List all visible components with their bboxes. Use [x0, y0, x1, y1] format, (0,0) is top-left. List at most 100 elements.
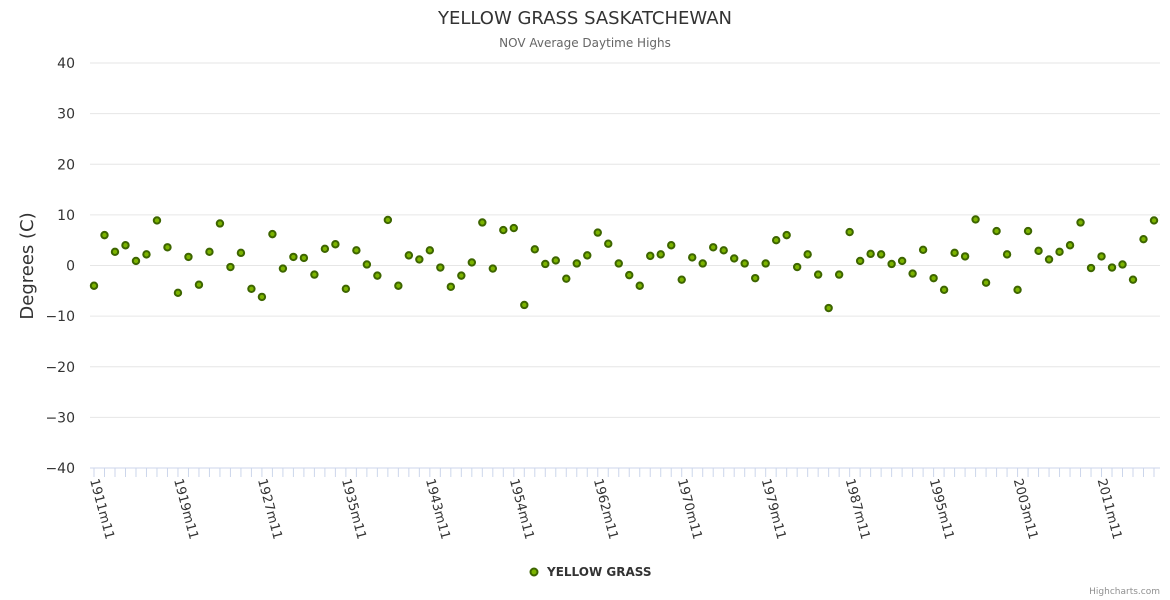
data-point[interactable] [971, 215, 980, 224]
data-point[interactable] [792, 262, 802, 272]
data-point[interactable] [614, 259, 623, 268]
data-point[interactable] [499, 225, 508, 235]
data-point[interactable] [488, 264, 498, 273]
data-point[interactable] [320, 244, 330, 253]
data-point[interactable] [646, 251, 655, 261]
data-point[interactable] [173, 288, 183, 298]
data-point[interactable] [939, 285, 949, 294]
data-point[interactable] [310, 270, 319, 279]
data-point[interactable] [803, 250, 812, 259]
data-point[interactable] [268, 229, 277, 239]
data-point[interactable] [656, 250, 665, 259]
legend-label[interactable]: YELLOW GRASS [546, 565, 652, 579]
data-point[interactable] [572, 259, 581, 268]
data-point[interactable] [1128, 275, 1138, 284]
data-point[interactable] [404, 251, 414, 260]
data-point[interactable] [1002, 250, 1012, 259]
data-point[interactable] [1034, 246, 1043, 256]
legend-marker[interactable] [529, 567, 539, 577]
data-point[interactable] [551, 256, 560, 265]
data-point[interactable] [446, 282, 456, 291]
data-point[interactable] [719, 246, 728, 255]
data-point[interactable] [226, 262, 235, 272]
data-point[interactable] [1055, 247, 1064, 257]
data-point[interactable] [709, 243, 718, 252]
data-point[interactable] [918, 245, 928, 255]
data-point[interactable] [761, 259, 770, 268]
data-point[interactable] [1065, 241, 1075, 250]
data-point[interactable] [625, 270, 634, 280]
data-point[interactable] [289, 252, 298, 262]
data-point[interactable] [436, 263, 445, 272]
data-point[interactable] [750, 273, 760, 283]
series-yellow-grass[interactable] [89, 215, 1159, 313]
data-point[interactable] [604, 239, 613, 248]
data-point[interactable] [152, 216, 162, 225]
data-point[interactable] [1023, 226, 1033, 236]
data-point[interactable] [100, 230, 109, 240]
data-point[interactable] [992, 226, 1001, 236]
data-point[interactable] [855, 256, 865, 266]
data-point[interactable] [1139, 234, 1148, 244]
data-point[interactable] [509, 223, 519, 233]
data-point[interactable] [908, 269, 917, 278]
data-point[interactable] [1044, 255, 1054, 264]
data-point[interactable] [887, 259, 896, 269]
data-point[interactable] [478, 218, 487, 227]
data-point[interactable] [1118, 260, 1127, 269]
data-point[interactable] [257, 292, 267, 302]
data-point[interactable] [331, 240, 340, 249]
data-point[interactable] [981, 278, 991, 287]
data-point[interactable] [834, 270, 844, 279]
data-point[interactable] [215, 219, 225, 228]
data-point[interactable] [425, 246, 435, 255]
data-point[interactable] [131, 256, 141, 266]
data-point[interactable] [299, 253, 309, 263]
data-point[interactable] [194, 280, 204, 289]
data-point[interactable] [236, 248, 246, 258]
data-point[interactable] [415, 255, 424, 264]
data-point[interactable] [729, 254, 739, 263]
data-point[interactable] [394, 281, 403, 290]
credits-link[interactable]: Highcharts.com [1089, 587, 1160, 597]
data-point[interactable] [813, 270, 823, 279]
data-point[interactable] [771, 235, 781, 245]
data-point[interactable] [373, 271, 382, 280]
data-point[interactable] [383, 215, 393, 225]
data-point[interactable] [677, 275, 686, 284]
data-point[interactable] [845, 227, 854, 237]
data-point[interactable] [562, 274, 571, 283]
data-point[interactable] [352, 246, 361, 255]
data-point[interactable] [782, 230, 791, 240]
data-point[interactable] [341, 284, 351, 293]
data-point[interactable] [110, 247, 120, 257]
data-point[interactable] [184, 252, 193, 262]
data-point[interactable] [635, 281, 644, 290]
data-point[interactable] [866, 249, 875, 259]
data-point[interactable] [205, 247, 214, 257]
legend[interactable]: YELLOW GRASS [529, 565, 652, 579]
data-point[interactable] [960, 252, 970, 261]
data-point[interactable] [467, 258, 477, 267]
data-point[interactable] [520, 300, 529, 310]
data-point[interactable] [667, 241, 676, 250]
data-point[interactable] [593, 228, 602, 237]
data-point[interactable] [1107, 263, 1117, 272]
data-point[interactable] [142, 250, 151, 259]
data-point[interactable] [362, 260, 372, 269]
data-point[interactable] [121, 241, 130, 250]
data-point[interactable] [1149, 216, 1159, 225]
data-point[interactable] [541, 259, 550, 269]
data-point[interactable] [897, 256, 907, 266]
data-point[interactable] [530, 245, 539, 254]
data-point[interactable] [1086, 263, 1096, 273]
data-point[interactable] [824, 303, 833, 313]
data-point[interactable] [1097, 252, 1106, 261]
data-point[interactable] [688, 253, 697, 262]
data-point[interactable] [163, 243, 172, 252]
data-point[interactable] [583, 251, 592, 260]
data-point[interactable] [950, 248, 959, 258]
data-point[interactable] [740, 259, 749, 268]
data-point[interactable] [278, 264, 288, 273]
data-point[interactable] [1013, 285, 1022, 294]
